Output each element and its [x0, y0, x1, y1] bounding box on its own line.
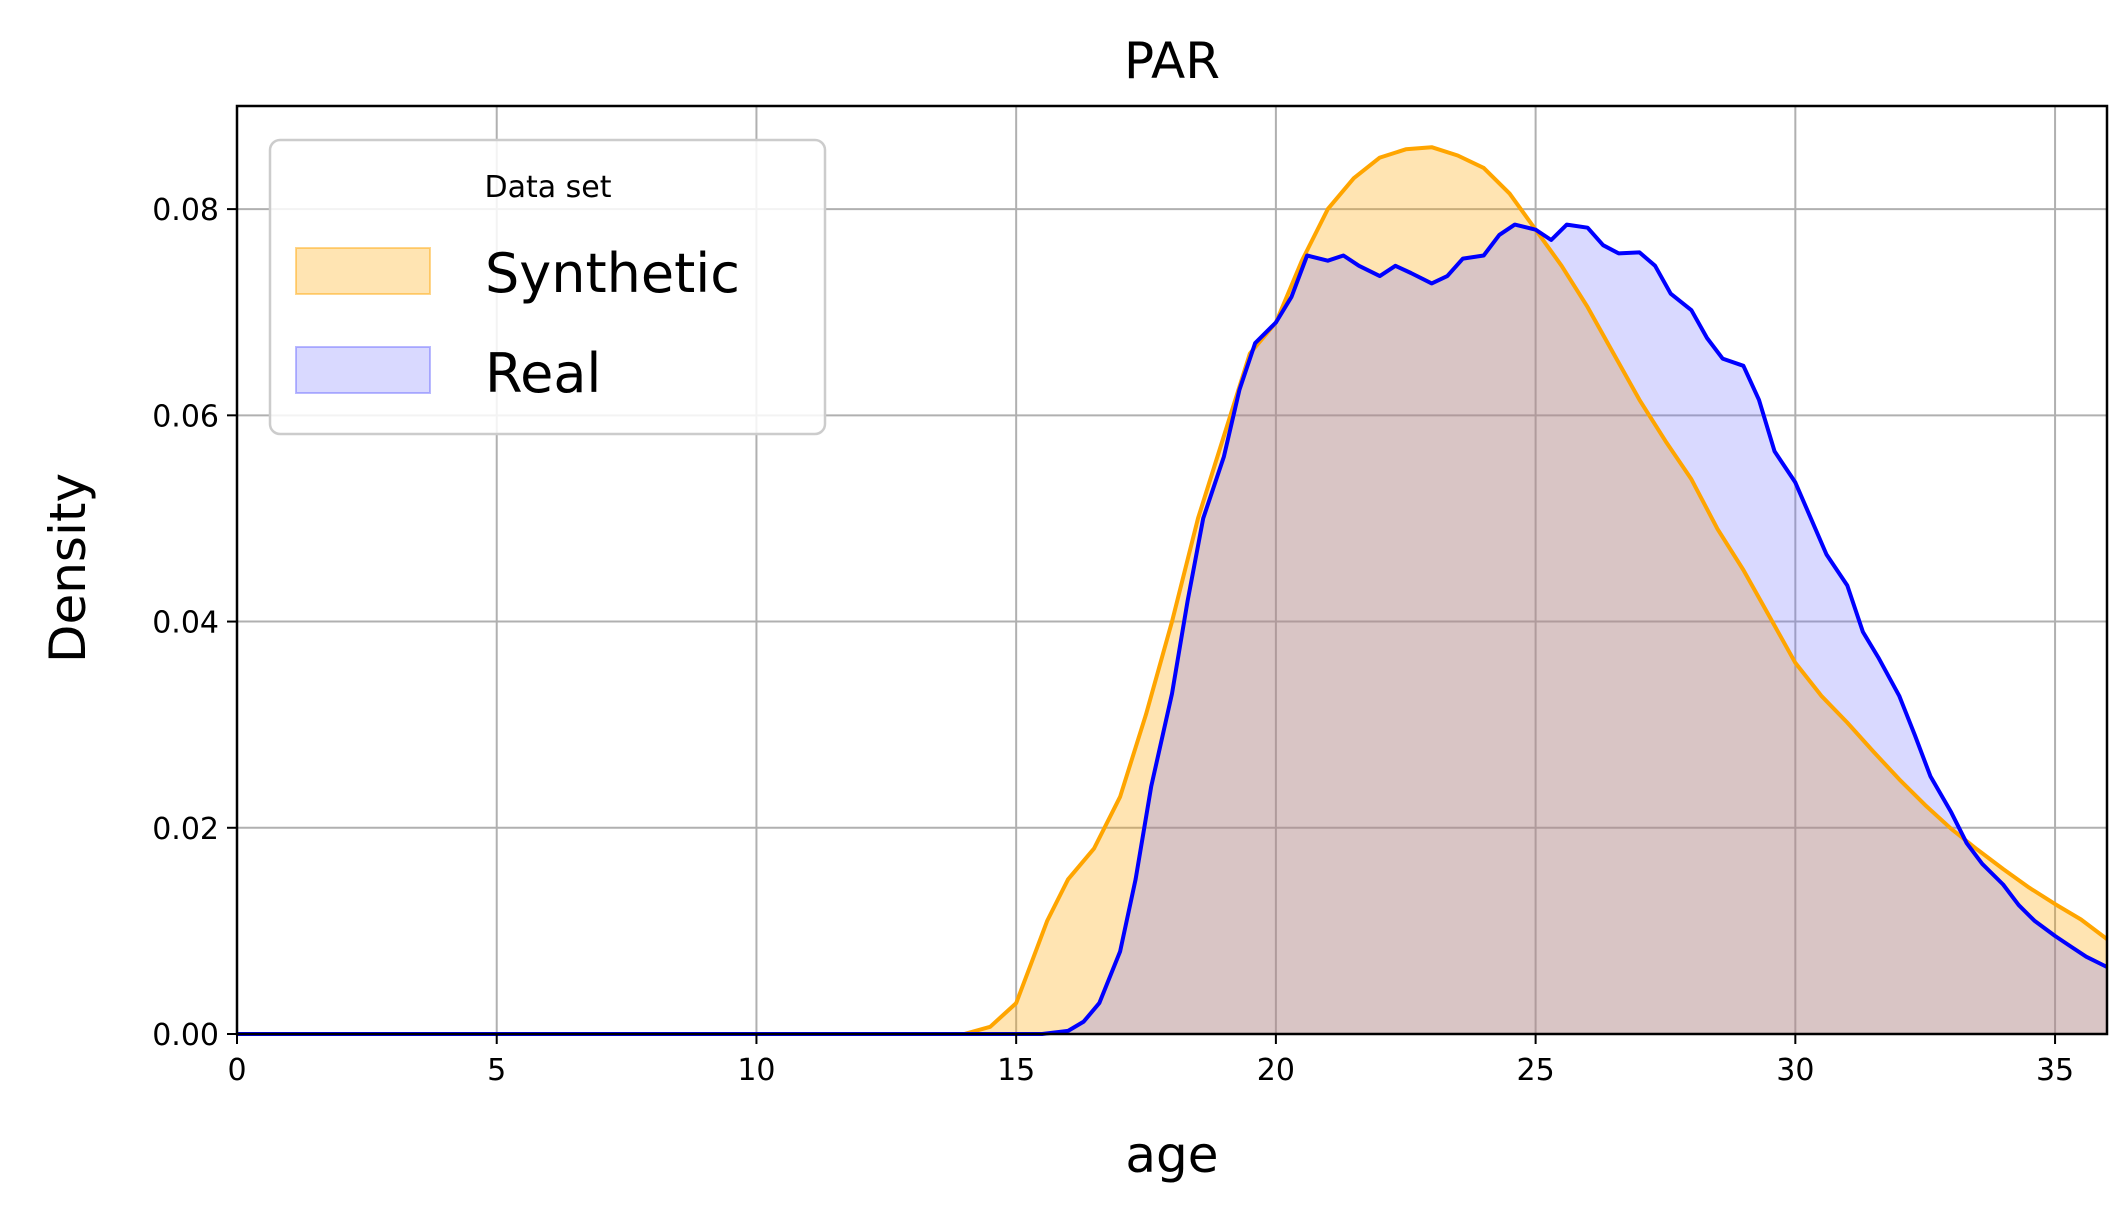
x-tick-label-6: 30	[1776, 1053, 1814, 1088]
y-tick-label-0: 0.00	[152, 1018, 219, 1053]
legend-box	[268, 138, 827, 436]
density-lines	[237, 145, 2109, 1036]
density-areas	[237, 147, 2107, 1035]
axis-ticks: 0 5 10 15 20 25 30 35 0.00 0.02 0.04 0.06 0.08	[152, 193, 2074, 1088]
x-tick-label-0: 0	[227, 1053, 246, 1088]
legend-title: Data set	[484, 170, 611, 205]
x-tick-label-4: 20	[1257, 1053, 1295, 1088]
y-tick-label-3: 0.06	[152, 399, 219, 434]
legend-swatch-synthetic	[295, 247, 431, 295]
x-tick-label-3: 15	[997, 1053, 1035, 1088]
legend-label-real: Real	[485, 342, 601, 405]
y-axis-label: Density	[39, 473, 97, 663]
plot-frame	[235, 104, 2109, 1036]
x-axis-label: age	[1125, 1126, 1218, 1184]
legend-label-synthetic: Synthetic	[485, 242, 740, 305]
x-tick-label-5: 25	[1517, 1053, 1555, 1088]
legend: Data set Synthetic Real	[268, 138, 827, 436]
x-tick-label-2: 10	[737, 1053, 775, 1088]
x-tick-label-1: 5	[487, 1053, 506, 1088]
x-tick-label-7: 35	[2036, 1053, 2074, 1088]
area-synthetic	[237, 147, 2107, 1034]
line-synthetic	[237, 145, 2109, 1036]
y-tick-label-4: 0.08	[152, 193, 219, 228]
chart-title: PAR	[1124, 32, 1220, 90]
line-real	[237, 222, 2108, 1036]
y-tick-label-1: 0.02	[152, 812, 219, 847]
area-real	[237, 224, 2107, 1035]
legend-swatch-real	[295, 346, 431, 394]
y-tick-label-2: 0.04	[152, 606, 219, 641]
